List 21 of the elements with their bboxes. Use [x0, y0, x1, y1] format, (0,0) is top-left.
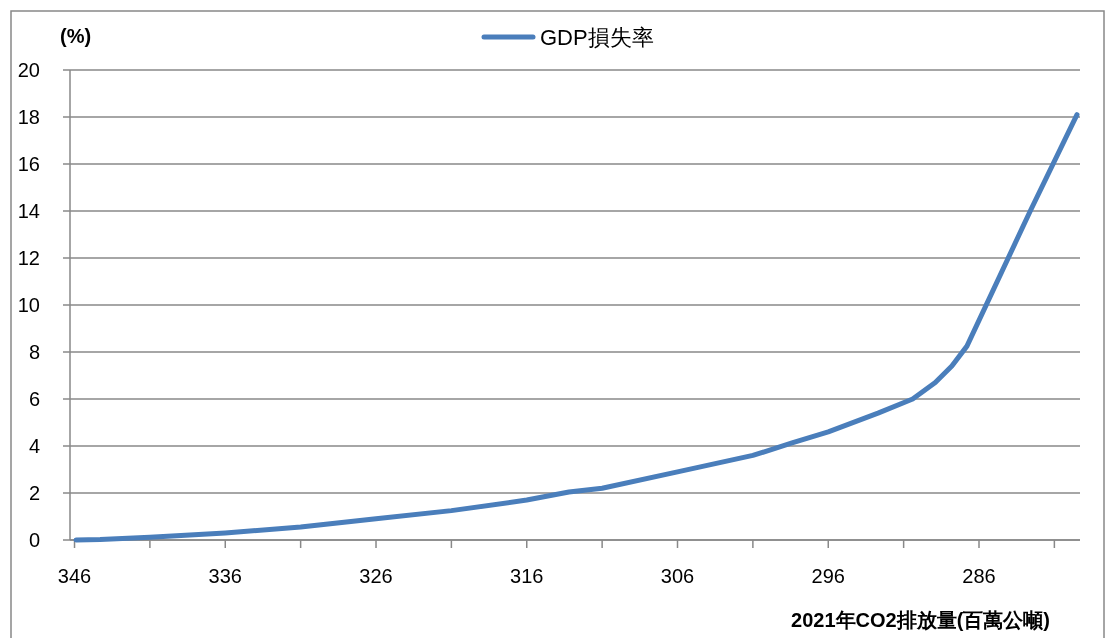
y-axis-title: (%) — [60, 25, 92, 47]
y-tick-label: 14 — [17, 200, 40, 222]
x-tick-label: 286 — [962, 565, 996, 587]
legend-label: GDP損失率 — [540, 25, 654, 50]
x-tick-label: 346 — [57, 565, 92, 587]
x-tick-label: 296 — [811, 565, 845, 587]
y-tick-label: 18 — [17, 106, 40, 128]
y-tick-label: 4 — [28, 435, 40, 457]
y-tick-label: 0 — [28, 529, 40, 551]
y-tick-label: 16 — [17, 153, 40, 175]
x-tick-label: 336 — [208, 565, 242, 587]
y-tick-label: 10 — [17, 294, 40, 316]
y-tick-label: 20 — [17, 59, 40, 81]
y-tick-label: 2 — [28, 482, 40, 504]
x-tick-label: 326 — [359, 565, 393, 587]
y-tick-label: 8 — [28, 341, 40, 363]
y-tick-label: 6 — [28, 388, 40, 410]
x-tick-label: 306 — [660, 565, 695, 587]
y-tick-label: 12 — [17, 247, 40, 269]
x-tick-label: 316 — [510, 565, 544, 587]
x-axis-title: 2021年CO2排放量(百萬公噸) — [791, 609, 1050, 631]
